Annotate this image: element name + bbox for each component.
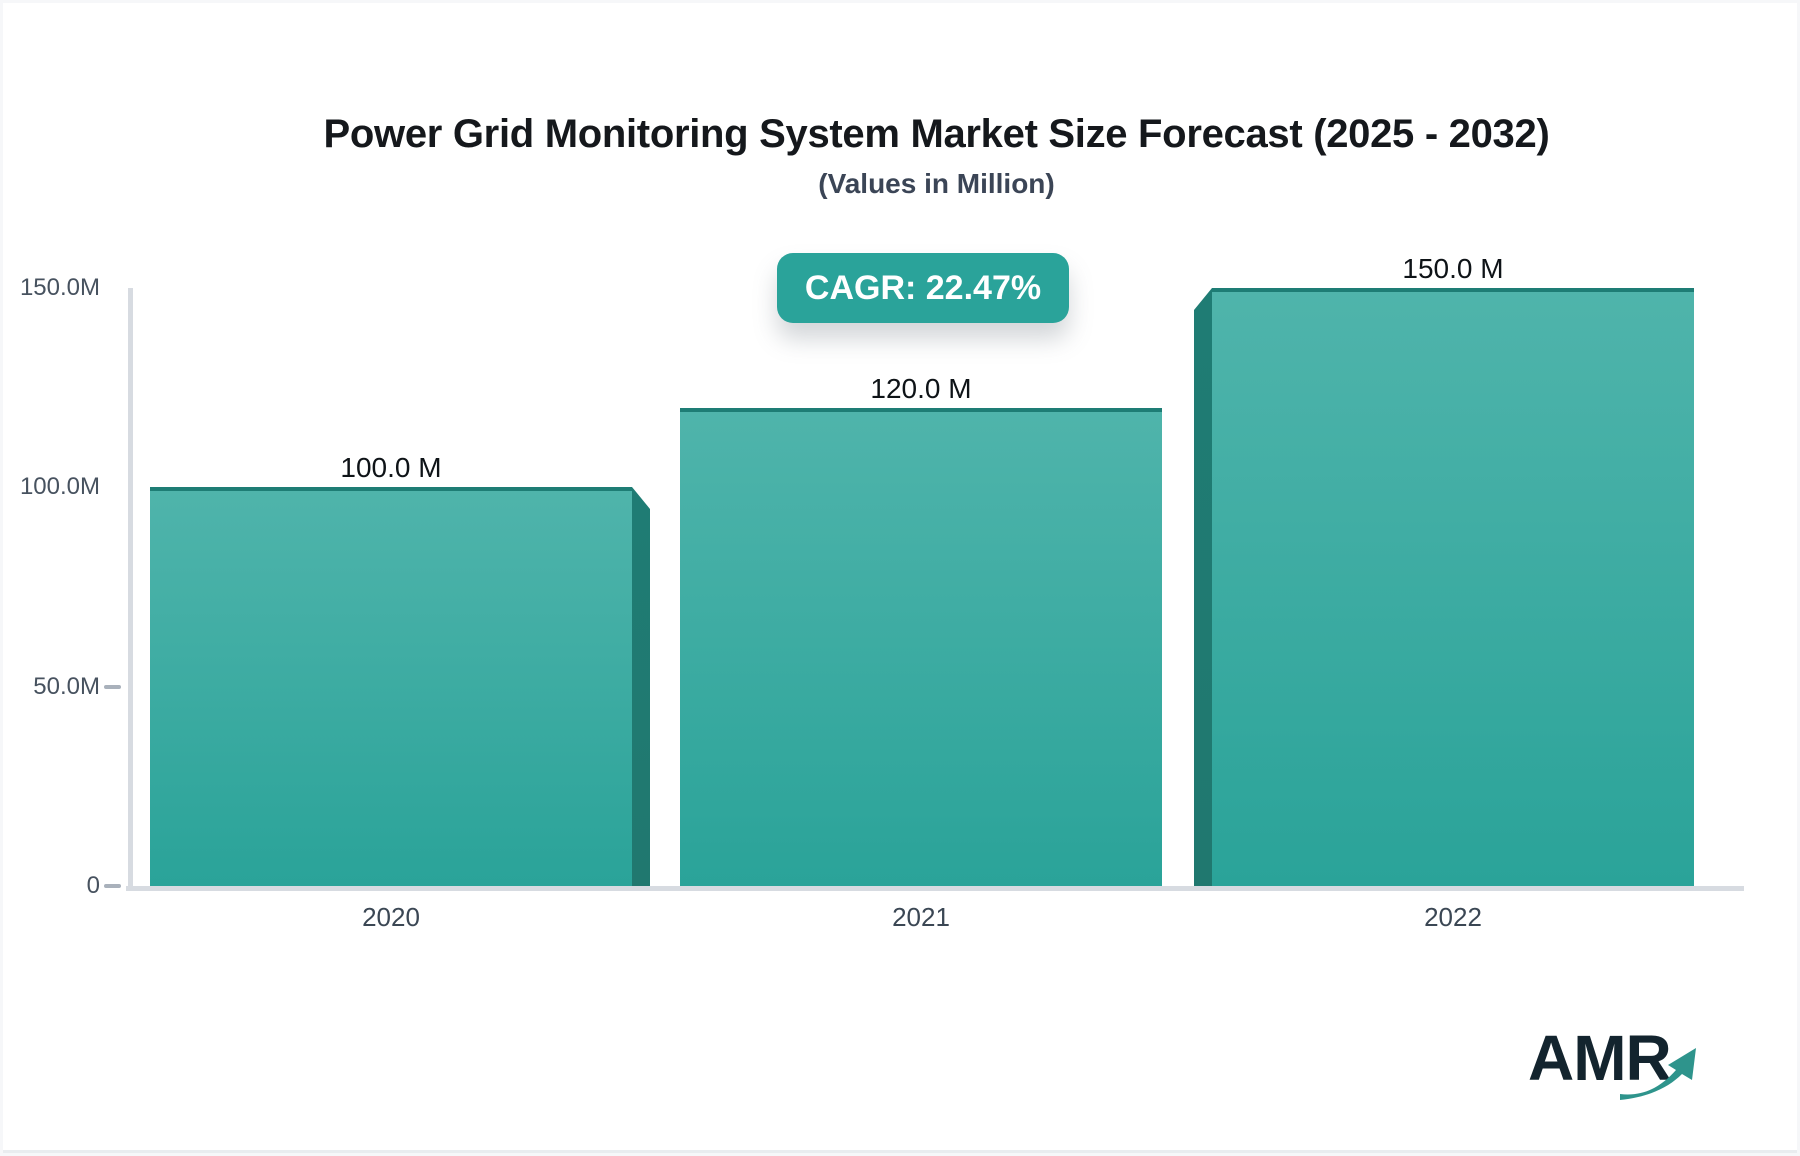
- x-axis-label: 2020: [362, 902, 420, 932]
- y-axis-tick-mark: [104, 884, 121, 888]
- x-axis-label: 2022: [1424, 902, 1482, 932]
- bar-3d-side: [632, 487, 650, 886]
- bar-value-label: 100.0 M: [340, 452, 442, 483]
- bar-value-label: 150.0 M: [1402, 253, 1504, 284]
- chart-title: Power Grid Monitoring System Market Size…: [323, 112, 1550, 156]
- y-axis-tick-label: 100.0M: [19, 473, 100, 501]
- chart-subtitle: (Values in Million): [818, 168, 1055, 199]
- x-axis-line: [126, 886, 1744, 891]
- bar: [1212, 288, 1694, 886]
- y-axis-tick-label: 50.0M: [33, 672, 100, 700]
- amr-logo-text: AMR: [1528, 1022, 1672, 1094]
- bar: [680, 408, 1162, 886]
- x-axis-label: 2021: [892, 902, 950, 932]
- y-axis-tick-label: 0: [86, 872, 100, 899]
- cagr-badge: CAGR: 22.47%: [777, 253, 1069, 323]
- y-axis-line: [128, 288, 133, 888]
- cagr-badge-label: CAGR: 22.47%: [804, 268, 1042, 307]
- y-axis-tick-mark: [104, 684, 121, 689]
- y-axis-tick-label: 150.0M: [19, 274, 100, 301]
- growth-arrow-icon: [1620, 1048, 1696, 1100]
- amr-logo: AMR: [1528, 1022, 1728, 1114]
- bar: [150, 487, 632, 886]
- bar-3d-side: [1194, 288, 1212, 886]
- bar-value-label: 120.0 M: [870, 373, 972, 404]
